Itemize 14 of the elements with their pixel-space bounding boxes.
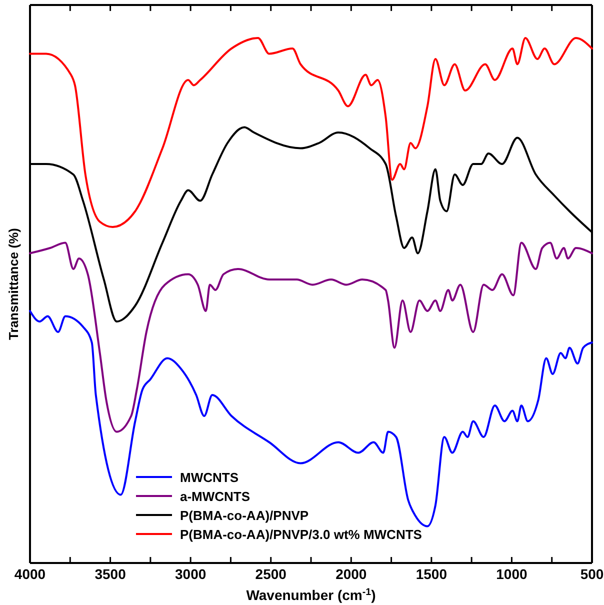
x-tick-label: 2000 (336, 566, 367, 582)
legend-label: MWCNTS (180, 470, 239, 485)
x-tick-label: 3000 (174, 566, 206, 582)
x-axis-title: Wavenumber (cm$^{-1}$) (246, 586, 376, 603)
x-tick-label: 2500 (255, 566, 287, 582)
x-tick-label: 1000 (496, 566, 528, 582)
x-tick-label: 1500 (416, 566, 448, 582)
legend-label: P(BMA-co-AA)/PNVP/3.0 wt% MWCNTS (180, 527, 422, 542)
x-tick-label: 4000 (14, 566, 46, 582)
y-axis-title: Transmittance (%) (6, 228, 21, 340)
legend-label: a-MWCNTS (180, 489, 250, 504)
legend-label: P(BMA-co-AA)/PNVP (180, 508, 309, 523)
x-tick-label: 500 (580, 566, 604, 582)
x-tick-label: 3500 (94, 566, 126, 582)
